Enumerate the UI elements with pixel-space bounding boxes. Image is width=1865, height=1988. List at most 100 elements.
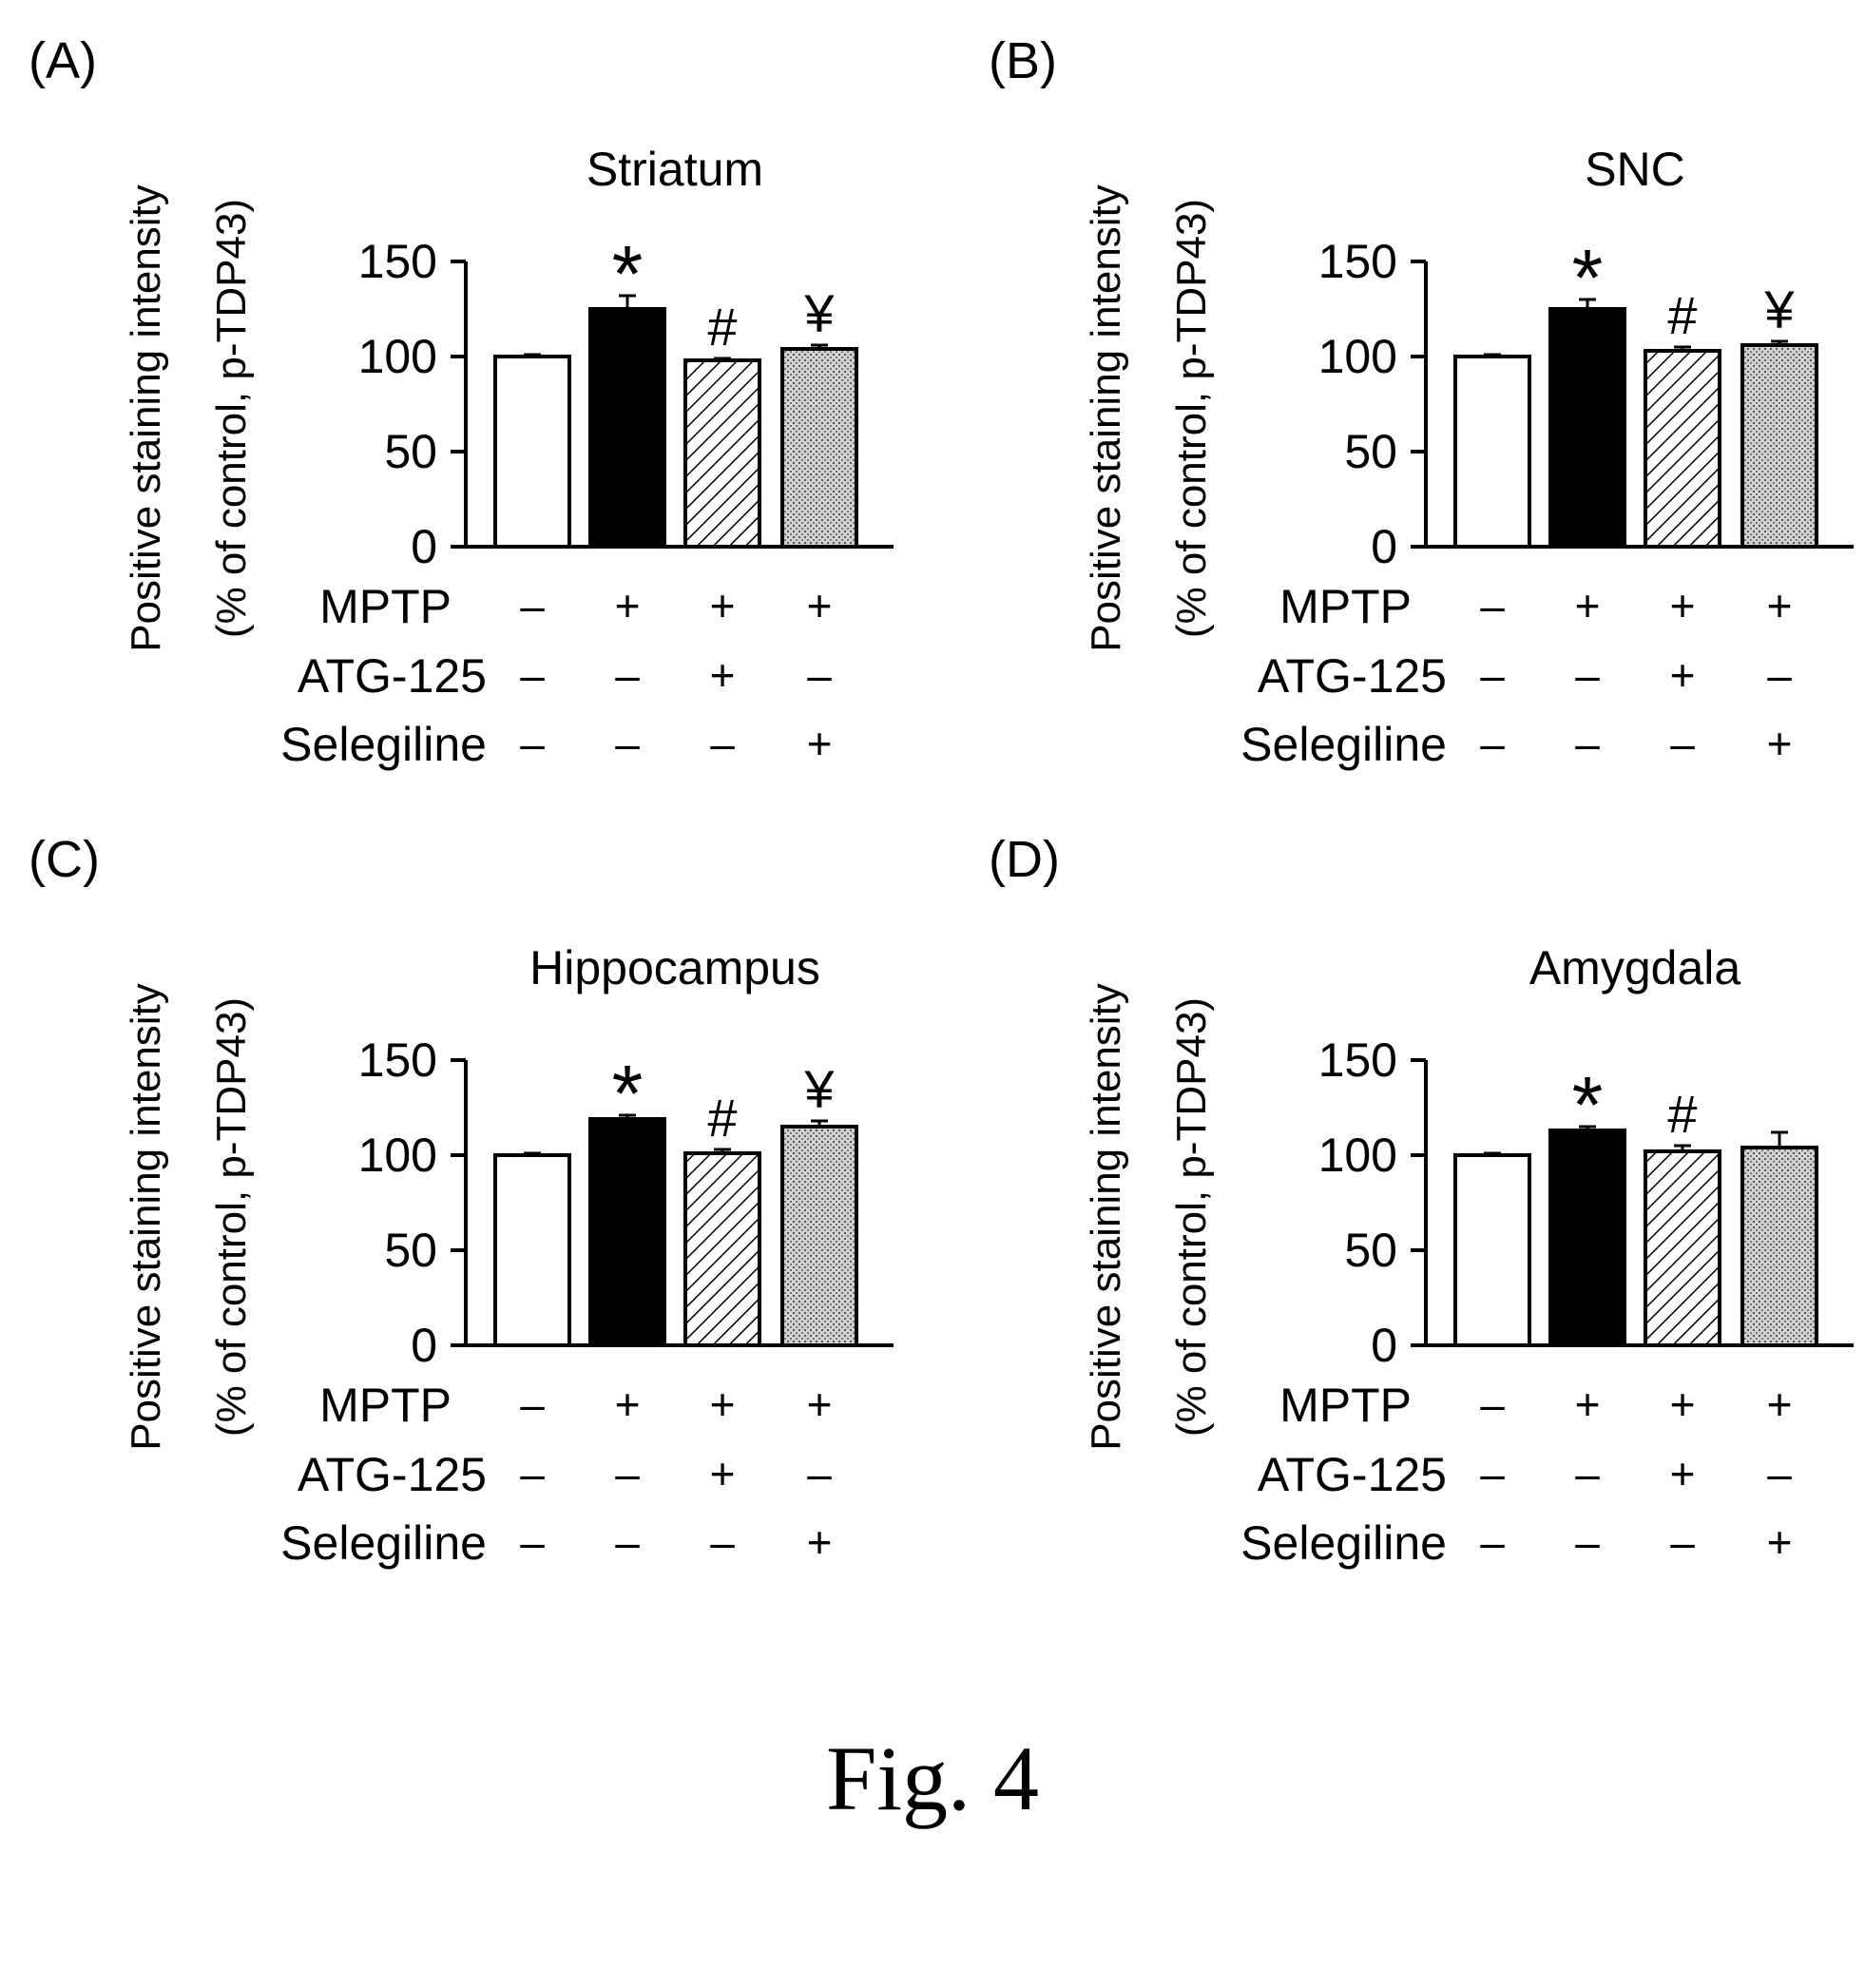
treatment-mark: – (520, 581, 545, 630)
treatment-mark: + (1767, 719, 1793, 768)
y-tick-label: 50 (384, 1224, 437, 1277)
treatment-label: Selegiline (1240, 1516, 1447, 1570)
treatment-mark: + (1670, 581, 1696, 630)
treatment-mark: + (710, 1449, 736, 1498)
y-tick-label: 0 (1371, 1319, 1397, 1372)
chart-title: Striatum (586, 143, 763, 196)
significance-mark: # (1667, 1084, 1697, 1144)
significance-mark: * (612, 1049, 644, 1138)
treatment-mark: – (615, 719, 640, 768)
chart-panel-3: (C) Hippocampus Positive staining intensit… (29, 831, 894, 1570)
y-tick-label: 50 (384, 425, 437, 478)
chart-title: SNC (1585, 143, 1685, 196)
treatment-mark: + (710, 1380, 736, 1429)
significance-mark: ¥ (1763, 280, 1795, 339)
treatment-mark: + (710, 581, 736, 630)
y-tick-label: 150 (1318, 235, 1397, 288)
treatment-label: MPTP (319, 1379, 452, 1432)
y-tick-label: 0 (1371, 520, 1397, 573)
chart-panel-2: (B) SNC Positive staining intensity (% of c… (989, 32, 1854, 771)
treatment-mark: – (1575, 1449, 1600, 1498)
treatment-label: ATG-125 (1258, 1448, 1447, 1501)
bar (1453, 1153, 1531, 1347)
treatment-mark: – (1575, 1517, 1600, 1567)
treatment-mark: + (1767, 1517, 1793, 1567)
y-axis-label-line-1: Positive staining intensity (123, 983, 169, 1451)
figure-caption: Fig. 4 (825, 1727, 1040, 1829)
treatment-mark: + (1575, 1380, 1601, 1429)
treatment-mark: – (1670, 719, 1695, 768)
chart-panel-4: (D) Amygdala Positive staining intensity (%… (989, 831, 1854, 1570)
treatment-mark: – (1767, 1449, 1792, 1498)
bar (1644, 349, 1721, 549)
significance-mark: ¥ (803, 1059, 835, 1119)
y-tick-label: 100 (1318, 330, 1397, 383)
y-axis-label-line-1: Positive staining intensity (1083, 184, 1129, 652)
treatment-label: Selegiline (1240, 718, 1447, 771)
chart-panel-1: (A) Striatum Positive staining intensity (%… (29, 32, 894, 771)
treatment-mark: – (615, 650, 640, 700)
bar (780, 1125, 858, 1347)
treatment-label: MPTP (1279, 1379, 1412, 1432)
y-tick-label: 150 (358, 235, 437, 288)
treatment-mark: – (615, 1449, 640, 1498)
y-axis-label-line-1: Positive staining intensity (123, 184, 169, 652)
bar (1740, 1146, 1818, 1347)
y-tick-label: 50 (1344, 1224, 1397, 1277)
significance-mark: # (707, 1088, 737, 1148)
treatment-mark: – (1480, 1449, 1505, 1498)
y-axis-label-line-2: (% of control, p-TDP43) (208, 997, 255, 1437)
y-axis-label-line-1: Positive staining intensity (1083, 983, 1129, 1451)
treatment-label: Selegiline (280, 718, 487, 771)
bar (1644, 1149, 1721, 1347)
treatment-mark: + (1670, 1449, 1696, 1498)
treatment-mark: + (807, 1380, 833, 1429)
treatment-label: Selegiline (280, 1516, 487, 1570)
treatment-label: MPTP (319, 580, 452, 633)
bar (683, 358, 761, 549)
treatment-label: MPTP (1279, 580, 1412, 633)
treatment-label: ATG-125 (298, 1448, 487, 1501)
treatment-mark: + (710, 650, 736, 700)
treatment-label: ATG-125 (1258, 649, 1447, 703)
treatment-mark: – (615, 1517, 640, 1567)
significance-mark: * (612, 229, 644, 318)
treatment-mark: + (807, 719, 833, 768)
y-tick-label: 0 (411, 520, 437, 573)
panel-label: (C) (29, 831, 100, 888)
y-tick-label: 150 (358, 1033, 437, 1087)
treatment-mark: + (615, 581, 641, 630)
treatment-mark: – (1670, 1517, 1695, 1567)
y-tick-label: 150 (1318, 1033, 1397, 1087)
bar (780, 347, 858, 549)
chart-title: Amygdala (1529, 941, 1741, 994)
significance-mark: * (1572, 233, 1604, 322)
treatment-mark: + (1670, 650, 1696, 700)
panel-label: (A) (29, 32, 97, 89)
treatment-mark: – (520, 650, 545, 700)
y-axis-label-line-2: (% of control, p-TDP43) (1168, 997, 1215, 1437)
treatment-mark: + (1767, 1380, 1793, 1429)
treatment-mark: – (710, 1517, 735, 1567)
y-tick-label: 50 (1344, 425, 1397, 478)
significance-mark: # (707, 297, 737, 357)
treatment-mark: – (1480, 581, 1505, 630)
treatment-mark: – (520, 1449, 545, 1498)
treatment-mark: + (1767, 581, 1793, 630)
bar (588, 307, 666, 549)
treatment-mark: + (1575, 581, 1601, 630)
bar (493, 355, 571, 549)
y-tick-label: 100 (358, 330, 437, 383)
treatment-mark: – (1575, 650, 1600, 700)
bar (683, 1151, 761, 1347)
treatment-mark: – (520, 1380, 545, 1429)
treatment-mark: – (1767, 650, 1792, 700)
treatment-mark: – (1480, 1380, 1505, 1429)
treatment-mark: – (1480, 719, 1505, 768)
treatment-label: ATG-125 (298, 649, 487, 703)
significance-mark: # (1667, 285, 1697, 345)
y-axis-label-line-2: (% of control, p-TDP43) (208, 199, 255, 638)
bar (1740, 343, 1818, 549)
treatment-mark: – (520, 719, 545, 768)
